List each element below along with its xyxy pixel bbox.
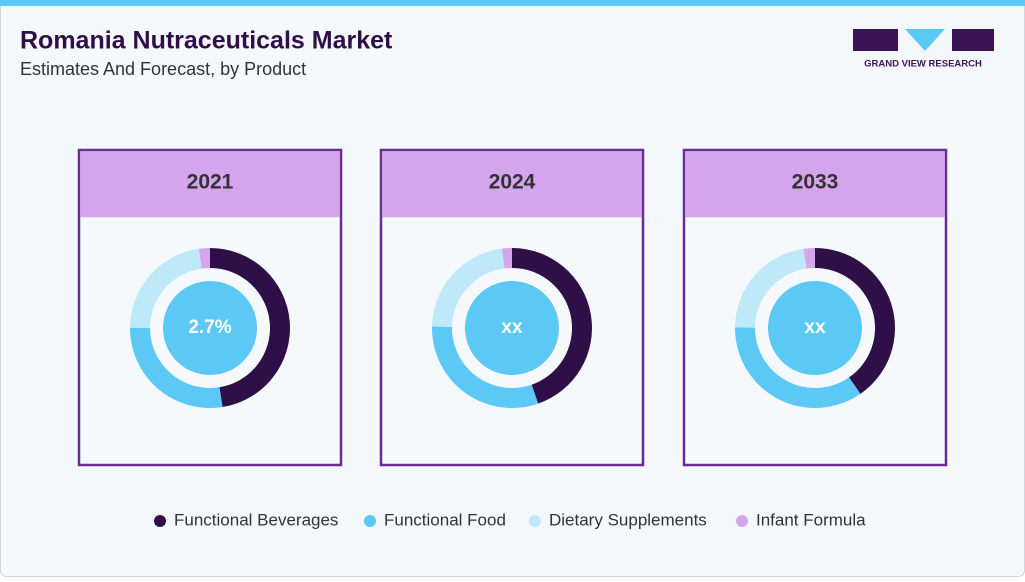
logo-block <box>952 29 994 51</box>
donut-segment <box>198 248 210 269</box>
logo: GRAND VIEW RESEARCH <box>853 29 994 70</box>
panel-header <box>80 151 340 218</box>
donut-segment <box>735 248 807 328</box>
top-bar <box>0 0 1025 6</box>
legend-marker <box>529 515 541 527</box>
donut-segment <box>815 248 895 394</box>
legend-label: Functional Food <box>384 510 506 529</box>
donut-segment <box>431 326 539 408</box>
center-label: xx <box>501 317 523 338</box>
center-label: 2.7% <box>188 317 231 338</box>
legend-marker <box>364 515 376 527</box>
donut-segment <box>501 248 512 269</box>
donut-segment <box>803 248 815 269</box>
legend-label: Dietary Supplements <box>549 510 707 529</box>
center-circle <box>768 281 862 375</box>
logo-block <box>905 29 945 51</box>
panel-title: 2021 <box>187 171 234 194</box>
donut-segment <box>130 248 202 328</box>
center-circle <box>465 281 559 375</box>
subtitle: Estimates And Forecast, by Product <box>20 59 306 79</box>
donut-segment <box>130 328 223 408</box>
panel-header <box>685 151 945 218</box>
logo-block <box>853 29 898 51</box>
panel-title: 2033 <box>792 171 839 194</box>
legend-marker <box>154 515 166 527</box>
title: Romania Nutraceuticals Market <box>20 27 393 55</box>
donut-segment <box>512 248 592 404</box>
legend-marker <box>736 515 748 527</box>
panel-title: 2024 <box>489 171 536 194</box>
legend: Functional Beverages Functional Food Dieta… <box>154 510 866 529</box>
donut-segment <box>210 248 290 408</box>
center-label: xx <box>804 317 826 338</box>
legend-label: Infant Formula <box>756 510 866 529</box>
legend-label: Functional Beverages <box>174 510 338 529</box>
center-circle <box>163 281 257 375</box>
donut-segment <box>735 327 861 409</box>
donut-segment <box>432 248 505 327</box>
logo-text: GRAND VIEW RESEARCH <box>864 59 982 70</box>
charts: 2021 2.7% 2024 xx 2033 xx <box>77 148 948 467</box>
panel-header <box>382 151 642 218</box>
